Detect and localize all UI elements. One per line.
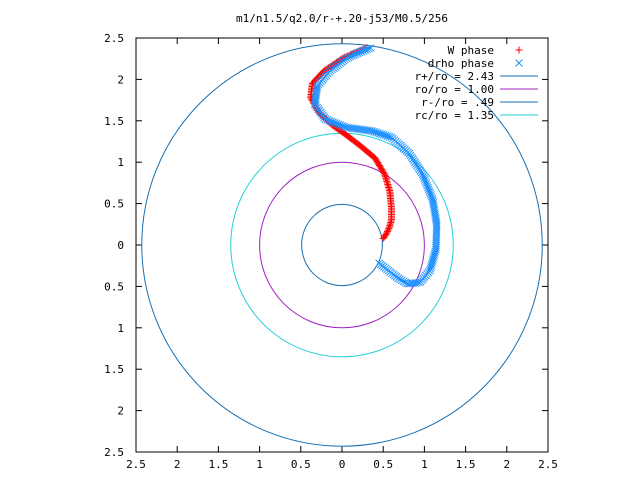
drho-phase-point xyxy=(366,44,375,52)
legend-label: r+/ro = 2.43 xyxy=(415,70,494,83)
y-tick-label: 1 xyxy=(117,156,124,169)
drho-phase-point xyxy=(346,52,355,61)
legend-label: r-/ro = .49 xyxy=(421,96,494,109)
y-tick-label: 0 xyxy=(117,239,124,252)
legend-label: rc/ro = 1.35 xyxy=(415,109,494,122)
drho-phase-point xyxy=(399,277,408,286)
x-tick-label: 0 xyxy=(339,458,346,471)
w-phase-point xyxy=(384,226,392,234)
drho-phase-point xyxy=(351,50,360,58)
y-tick-label: 1.5 xyxy=(104,115,124,128)
drho-phase-point xyxy=(350,51,358,59)
y-tick-label: 0.5 xyxy=(104,280,124,293)
w-phase-point xyxy=(382,230,390,238)
radius-circles xyxy=(141,43,543,447)
w-phase-point xyxy=(383,228,391,236)
y-tick-label: 2.5 xyxy=(104,32,124,45)
radius-circle xyxy=(259,161,425,329)
radius-circle xyxy=(301,203,383,287)
y-tick-label: 2.5 xyxy=(104,446,124,459)
drho-phase-point xyxy=(396,275,404,284)
x-tick-label: 2.5 xyxy=(126,458,146,471)
x-tick-label: 0.5 xyxy=(373,458,393,471)
y-tick-label: 1 xyxy=(117,322,124,335)
drho-phase-point xyxy=(397,276,406,285)
drho-phase-point xyxy=(342,54,351,63)
drho-phase-point xyxy=(419,172,428,180)
legend-label: ro/ro = 1.00 xyxy=(415,83,494,96)
w-phase-point xyxy=(383,229,391,237)
drho-phase-point xyxy=(344,53,353,62)
drho-phase-point xyxy=(394,274,403,283)
x-tick-label: 2 xyxy=(174,458,181,471)
x-tick-label: 2 xyxy=(503,458,510,471)
axis-ticks: 2.5 2 1.5 1 0.5 0 0.5 1 1.5 2 2.52.521.510.500.511… xyxy=(104,32,558,471)
y-tick-label: 1.5 xyxy=(104,363,124,376)
x-tick-label: 0.5 xyxy=(291,458,311,471)
legend-marker xyxy=(515,59,523,67)
radius-circle xyxy=(230,132,454,358)
y-tick-label: 2 xyxy=(117,405,124,418)
x-tick-label: 1 xyxy=(256,458,263,471)
w-phase-point xyxy=(385,225,393,233)
chart-title: m1/n1.5/q2.0/r-+.20-j53/M0.5/256 xyxy=(236,12,448,25)
legend-marker xyxy=(515,46,523,54)
legend-label: W phase xyxy=(448,44,494,57)
legend-label: drho phase xyxy=(428,57,494,70)
x-tick-label: 1 xyxy=(421,458,428,471)
x-tick-label: 2.5 xyxy=(538,458,558,471)
x-tick-label: 1.5 xyxy=(208,458,228,471)
drho-phase-point xyxy=(365,44,373,53)
x-tick-label: 1.5 xyxy=(456,458,476,471)
radius-circle xyxy=(141,43,543,447)
y-tick-label: 2 xyxy=(117,73,124,86)
y-tick-label: 0.5 xyxy=(104,198,124,211)
phase-markers xyxy=(307,44,441,288)
drho-phase-point xyxy=(348,51,357,60)
